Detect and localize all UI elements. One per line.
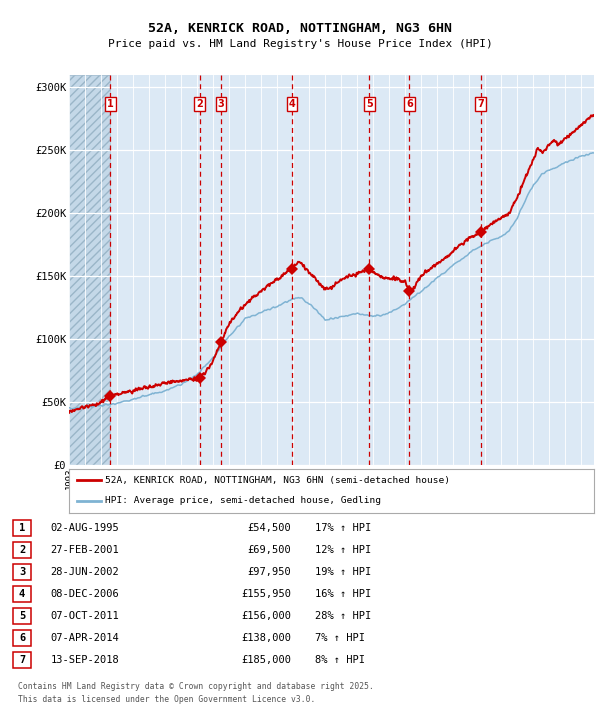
Text: 07-OCT-2011: 07-OCT-2011 [50,611,119,621]
FancyBboxPatch shape [13,608,31,624]
Text: £156,000: £156,000 [241,611,291,621]
Text: 6: 6 [19,633,25,643]
FancyBboxPatch shape [13,542,31,558]
Text: This data is licensed under the Open Government Licence v3.0.: This data is licensed under the Open Gov… [18,695,316,704]
FancyBboxPatch shape [13,586,31,602]
FancyBboxPatch shape [13,652,31,668]
Text: 5: 5 [19,611,25,621]
Text: 4: 4 [289,99,296,109]
Text: £185,000: £185,000 [241,655,291,665]
Text: £97,950: £97,950 [247,567,291,577]
FancyBboxPatch shape [13,564,31,580]
Text: 7: 7 [19,655,25,665]
Text: £155,950: £155,950 [241,589,291,599]
Text: 19% ↑ HPI: 19% ↑ HPI [315,567,371,577]
Text: 8% ↑ HPI: 8% ↑ HPI [315,655,365,665]
Text: Contains HM Land Registry data © Crown copyright and database right 2025.: Contains HM Land Registry data © Crown c… [18,682,374,691]
Bar [69,75,110,465]
Text: 1: 1 [19,523,25,533]
Text: 12% ↑ HPI: 12% ↑ HPI [315,545,371,555]
Text: 52A, KENRICK ROAD, NOTTINGHAM, NG3 6HN: 52A, KENRICK ROAD, NOTTINGHAM, NG3 6HN [148,22,452,35]
Text: 27-FEB-2001: 27-FEB-2001 [50,545,119,555]
Text: 3: 3 [218,99,224,109]
Text: 28% ↑ HPI: 28% ↑ HPI [315,611,371,621]
Text: 52A, KENRICK ROAD, NOTTINGHAM, NG3 6HN (semi-detached house): 52A, KENRICK ROAD, NOTTINGHAM, NG3 6HN (… [105,476,450,485]
FancyBboxPatch shape [13,520,31,536]
Text: 5: 5 [366,99,373,109]
Text: 02-AUG-1995: 02-AUG-1995 [50,523,119,533]
Text: 07-APR-2014: 07-APR-2014 [50,633,119,643]
Text: 13-SEP-2018: 13-SEP-2018 [50,655,119,665]
Text: 28-JUN-2002: 28-JUN-2002 [50,567,119,577]
Text: 7% ↑ HPI: 7% ↑ HPI [315,633,365,643]
Text: HPI: Average price, semi-detached house, Gedling: HPI: Average price, semi-detached house,… [105,496,381,506]
Text: £54,500: £54,500 [247,523,291,533]
Text: 08-DEC-2006: 08-DEC-2006 [50,589,119,599]
Text: £138,000: £138,000 [241,633,291,643]
Text: 16% ↑ HPI: 16% ↑ HPI [315,589,371,599]
Text: 1: 1 [107,99,113,109]
Text: 3: 3 [19,567,25,577]
Text: 6: 6 [406,99,413,109]
Text: 7: 7 [477,99,484,109]
Text: 2: 2 [196,99,203,109]
Text: Price paid vs. HM Land Registry's House Price Index (HPI): Price paid vs. HM Land Registry's House … [107,39,493,49]
Text: £69,500: £69,500 [247,545,291,555]
FancyBboxPatch shape [13,630,31,646]
Text: 17% ↑ HPI: 17% ↑ HPI [315,523,371,533]
Text: 2: 2 [19,545,25,555]
Text: 4: 4 [19,589,25,599]
Bar [69,75,110,465]
